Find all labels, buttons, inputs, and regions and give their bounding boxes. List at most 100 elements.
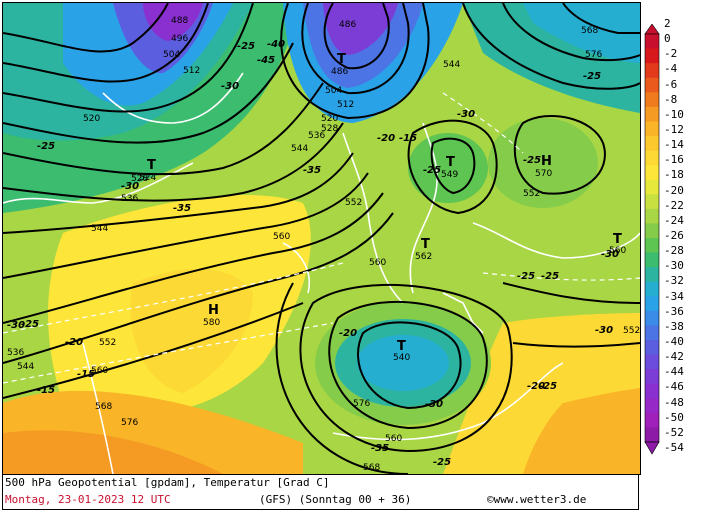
temperature-label: -25 — [541, 271, 559, 282]
low-letter: T — [147, 158, 156, 173]
temperature-label: -15 — [399, 133, 417, 144]
temperature-label: -25 — [433, 457, 451, 468]
legend-swatch — [645, 412, 659, 428]
low-letter: T — [397, 339, 406, 354]
contour-label: 520 — [321, 114, 338, 124]
temperature-label: -15 — [77, 369, 95, 380]
legend-swatch — [645, 136, 659, 152]
contour-label: 496 — [171, 34, 188, 44]
legend-swatch — [645, 340, 659, 356]
legend-label: -12 — [664, 123, 684, 136]
field-south-hot — [3, 430, 223, 474]
legend-swatch — [645, 383, 659, 399]
temperature-label: -20 — [339, 328, 357, 339]
map-footer: 500 hPa Geopotential [gpdam], Temperatur… — [2, 474, 639, 510]
temperature-label: -30 — [457, 109, 475, 120]
legend-label: -24 — [664, 213, 684, 227]
legend-swatch — [645, 150, 659, 166]
contour-label: 576 — [121, 418, 138, 428]
contour-label: 560 — [369, 258, 386, 268]
temperature-label: -20 — [65, 337, 83, 348]
legend-swatch — [645, 427, 659, 443]
low-value: 486 — [331, 67, 348, 77]
high-letter: H — [208, 303, 219, 318]
contour-label: 544 — [91, 224, 108, 234]
legend-label: -22 — [664, 198, 684, 212]
legend-colorbar — [644, 24, 660, 455]
field-central-low — [408, 133, 488, 203]
legend-swatch — [645, 369, 659, 385]
temperature-label: -30 — [595, 325, 613, 336]
contour-label: 576 — [353, 399, 370, 409]
high-letter: H — [541, 154, 552, 169]
contour-label: 504 — [163, 50, 180, 60]
legend-label: -40 — [664, 335, 684, 348]
legend-swatch — [645, 208, 659, 224]
temperature-label: -25 — [37, 141, 55, 152]
contour-label: 528 — [131, 174, 148, 184]
temperature-label: -30 — [121, 181, 139, 192]
legend-swatch — [645, 238, 659, 254]
low-value: 549 — [441, 170, 458, 180]
contour-label: 536 — [121, 194, 138, 204]
temperature-label: -20 — [527, 381, 545, 392]
low-letter: T — [446, 155, 455, 170]
temperature-label: -25 — [583, 71, 601, 82]
temperature-labels: -25-30-35-40-45-30-35-30-25-25 -25-30-25-… — [7, 39, 619, 468]
legend-swatch — [645, 296, 659, 312]
contour-label: 536 — [7, 348, 24, 358]
legend-label: -44 — [664, 365, 684, 379]
temperature-label: -30 — [601, 249, 619, 260]
legend-swatch — [645, 106, 659, 122]
legend-swatch — [645, 48, 659, 64]
field-se-hot — [523, 388, 640, 474]
low-value: 560 — [609, 246, 626, 256]
legend-label: -4 — [664, 62, 678, 76]
legend-label: -6 — [664, 77, 678, 91]
legend-label: -28 — [664, 244, 684, 258]
legend-swatch — [645, 92, 659, 108]
field-warm-core — [130, 269, 253, 393]
contour-labels: 4884965045125205285365445525605685764865… — [7, 16, 640, 473]
field-polar-deep — [143, 3, 203, 41]
temperature-label: -20 — [377, 133, 395, 144]
legend-swatch — [645, 398, 659, 414]
legend-swatch — [645, 252, 659, 268]
legend-label: -26 — [664, 229, 684, 242]
contour-label: 544 — [291, 144, 308, 154]
legend-swatch — [645, 223, 659, 239]
contour-label: 552 — [99, 338, 116, 348]
legend-label: -48 — [664, 395, 684, 409]
field-cutoff-core — [357, 335, 449, 391]
legend-swatch — [645, 34, 659, 50]
legend-label: -38 — [664, 319, 684, 333]
weather-map: H 580 H 570 T 524 T 486 T 549 T 562 T 54… — [2, 2, 641, 475]
temperature-label: -15 — [37, 385, 55, 396]
legend-swatch — [645, 325, 659, 341]
high-value: 580 — [203, 318, 220, 328]
contour-label: 552 — [345, 198, 362, 208]
high-value: 570 — [535, 169, 552, 179]
legend-label: -14 — [664, 138, 684, 152]
temperature-label: -25 — [21, 319, 39, 330]
legend-label: -50 — [664, 410, 684, 424]
temperature-label: -25 — [517, 271, 535, 282]
contour-label: 560 — [91, 366, 108, 376]
contour-label: 560 — [385, 434, 402, 444]
legend-swatch — [645, 310, 659, 326]
temperature-label: -25 — [539, 381, 557, 392]
contour-label: 528 — [321, 124, 338, 134]
geopotential-contours — [3, 3, 640, 474]
legend-label: -30 — [664, 259, 684, 273]
forecast-date: Montag, 23-01-2023 12 UTC — [5, 493, 171, 506]
legend-label: -54 — [664, 441, 684, 454]
legend-label: -52 — [664, 425, 684, 439]
legend-label: -2 — [664, 47, 678, 61]
legend-label: -46 — [664, 380, 684, 394]
low-letter: T — [421, 237, 430, 252]
map-title: 500 hPa Geopotential [gpdam], Temperatur… — [5, 476, 330, 489]
legend-swatch — [645, 194, 659, 210]
contour-label: 512 — [183, 66, 200, 76]
temperature-label: -35 — [371, 443, 389, 454]
legend-label: 2 — [664, 17, 671, 30]
